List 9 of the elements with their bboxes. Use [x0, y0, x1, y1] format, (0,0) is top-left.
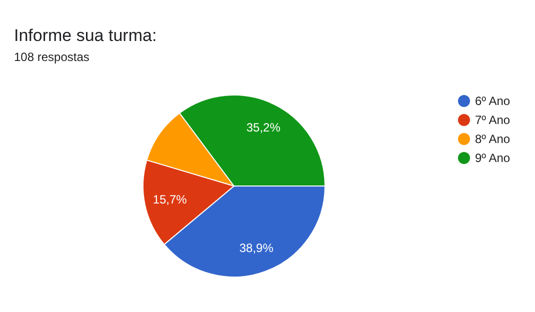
legend-label: 9º Ano: [475, 151, 510, 166]
data-label: 35,2%: [246, 120, 281, 135]
legend-label: 7º Ano: [475, 113, 510, 128]
chart-subtitle: 108 respostas: [14, 50, 90, 64]
data-label: 15,7%: [152, 192, 188, 206]
chart-title: Informe sua turma:: [14, 26, 157, 45]
legend-label: 8º Ano: [475, 132, 510, 146]
legend-label: 6º Ano: [475, 94, 510, 108]
data-label: 38,9%: [239, 240, 274, 255]
